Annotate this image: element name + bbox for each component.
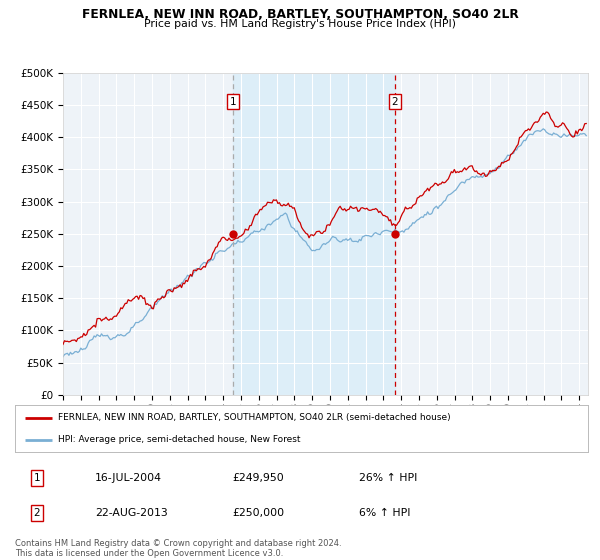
Text: 1: 1	[34, 473, 40, 483]
Text: 2: 2	[34, 508, 40, 518]
Text: 26% ↑ HPI: 26% ↑ HPI	[359, 473, 417, 483]
Text: Contains HM Land Registry data © Crown copyright and database right 2024.
This d: Contains HM Land Registry data © Crown c…	[15, 539, 341, 558]
Bar	[233, 73, 395, 395]
Text: 6% ↑ HPI: 6% ↑ HPI	[359, 508, 410, 518]
Text: £250,000: £250,000	[233, 508, 285, 518]
Text: Price paid vs. HM Land Registry's House Price Index (HPI): Price paid vs. HM Land Registry's House …	[144, 19, 456, 29]
Text: HPI: Average price, semi-detached house, New Forest: HPI: Average price, semi-detached house,…	[58, 435, 301, 444]
Text: FERNLEA, NEW INN ROAD, BARTLEY, SOUTHAMPTON, SO40 2LR (semi-detached house): FERNLEA, NEW INN ROAD, BARTLEY, SOUTHAMP…	[58, 413, 451, 422]
Text: 22-AUG-2013: 22-AUG-2013	[95, 508, 168, 518]
Text: 2: 2	[391, 97, 398, 107]
Text: £249,950: £249,950	[233, 473, 284, 483]
Text: 1: 1	[230, 97, 236, 107]
Text: FERNLEA, NEW INN ROAD, BARTLEY, SOUTHAMPTON, SO40 2LR: FERNLEA, NEW INN ROAD, BARTLEY, SOUTHAMP…	[82, 8, 518, 21]
Text: 16-JUL-2004: 16-JUL-2004	[95, 473, 162, 483]
